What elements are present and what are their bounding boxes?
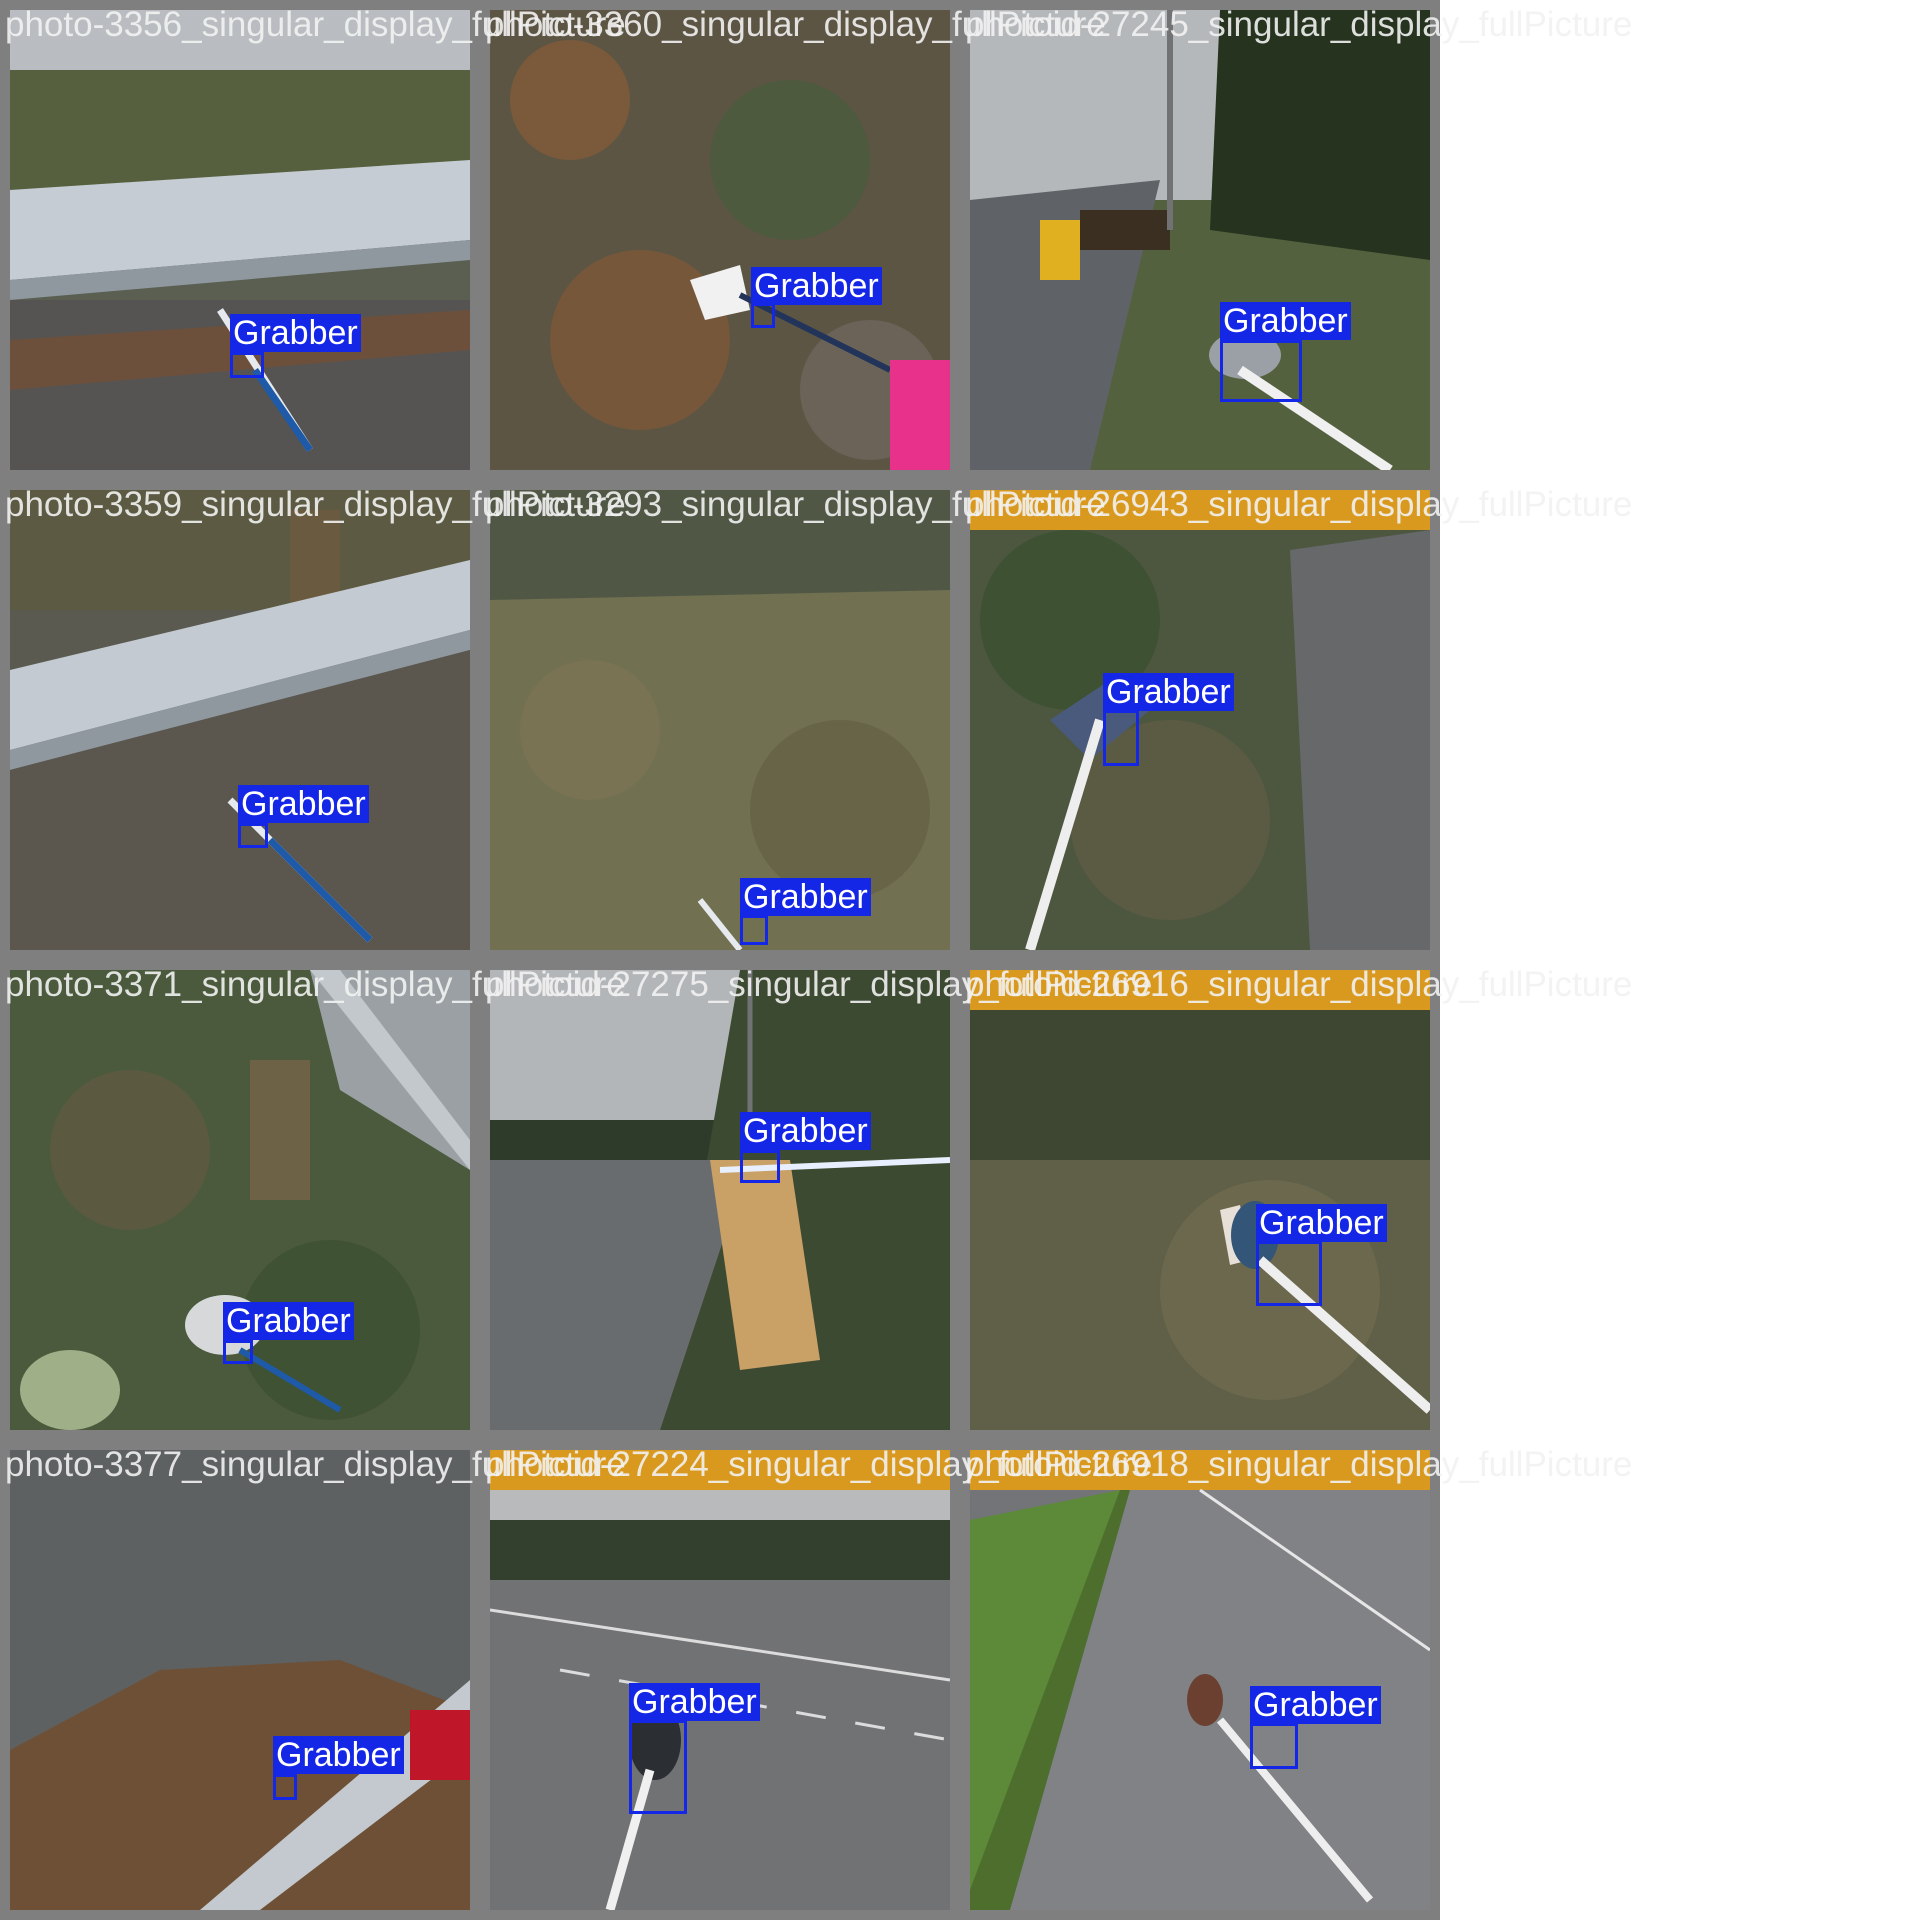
detection-label: Grabber xyxy=(1256,1204,1387,1242)
photo-scene xyxy=(970,490,1430,950)
detection-box xyxy=(740,1150,780,1183)
image-tile: Grabber xyxy=(0,480,480,960)
detection-box xyxy=(1220,340,1302,402)
detection-box xyxy=(1256,1241,1322,1306)
detection-box xyxy=(223,1340,253,1364)
image-tile: Grabber xyxy=(960,1440,1440,1920)
image-caption: photo-3360_singular_display_fullPicture xyxy=(485,5,1106,44)
photo-scene xyxy=(970,970,1430,1430)
detection-box xyxy=(751,303,775,328)
photo-scene xyxy=(970,1450,1430,1910)
detection-box xyxy=(629,1720,687,1814)
photo-scene xyxy=(490,490,950,950)
detection-box xyxy=(1103,710,1139,766)
image-tile: Grabber xyxy=(0,0,480,480)
detection-box xyxy=(273,1774,297,1800)
image-tile: Grabber xyxy=(960,0,1440,480)
image-caption: photoid-26918_singular_display_fullPictu… xyxy=(965,1445,1633,1484)
detection-label: Grabber xyxy=(1250,1686,1381,1724)
photo-scene xyxy=(490,970,950,1430)
detection-label: Grabber xyxy=(230,314,361,352)
photo-scene xyxy=(10,970,470,1430)
detection-label: Grabber xyxy=(740,878,871,916)
detection-box xyxy=(1250,1723,1298,1769)
image-caption: photo-3293_singular_display_fullPicture xyxy=(485,485,1106,524)
image-tile: Grabber xyxy=(960,960,1440,1440)
image-caption: photoid-26916_singular_display_fullPictu… xyxy=(965,965,1633,1004)
detection-label: Grabber xyxy=(1103,673,1234,711)
image-tile: Grabber xyxy=(480,0,960,480)
image-tile: Grabber xyxy=(0,1440,480,1920)
detection-label: Grabber xyxy=(223,1302,354,1340)
detection-label: Grabber xyxy=(1220,302,1351,340)
image-caption: photoid-26943_singular_display_fullPictu… xyxy=(965,485,1633,524)
detection-box xyxy=(238,823,268,848)
detection-box xyxy=(740,915,768,945)
image-caption: photoid-27275_singular_display_fullPictu… xyxy=(485,965,1153,1004)
image-tile: Grabber xyxy=(480,1440,960,1920)
detection-label: Grabber xyxy=(751,267,882,305)
detection-label: Grabber xyxy=(740,1112,871,1150)
detection-label: Grabber xyxy=(629,1683,760,1721)
photo-scene xyxy=(10,490,470,950)
photo-scene xyxy=(10,10,470,470)
image-caption: photoid-27224_singular_display_fullPictu… xyxy=(485,1445,1153,1484)
photo-scene xyxy=(490,10,950,470)
photo-scene xyxy=(970,10,1430,470)
detection-label: Grabber xyxy=(238,785,369,823)
image-tile: Grabber xyxy=(960,480,1440,960)
image-tile: Grabber xyxy=(0,960,480,1440)
image-caption: photo-3359_singular_display_fullPicture xyxy=(5,485,626,524)
image-caption: photoid-27245_singular_display_fullPictu… xyxy=(965,5,1633,44)
detection-label: Grabber xyxy=(273,1736,404,1774)
image-caption: photo-3371_singular_display_fullPicture xyxy=(5,965,626,1004)
image-caption: photo-3356_singular_display_fullPicture xyxy=(5,5,626,44)
image-caption: photo-3377_singular_display_fullPicture xyxy=(5,1445,626,1484)
photo-scene xyxy=(490,1450,950,1910)
image-tile: Grabber xyxy=(480,480,960,960)
photo-scene xyxy=(10,1450,470,1910)
image-tile: Grabber xyxy=(480,960,960,1440)
detection-box xyxy=(230,352,264,378)
